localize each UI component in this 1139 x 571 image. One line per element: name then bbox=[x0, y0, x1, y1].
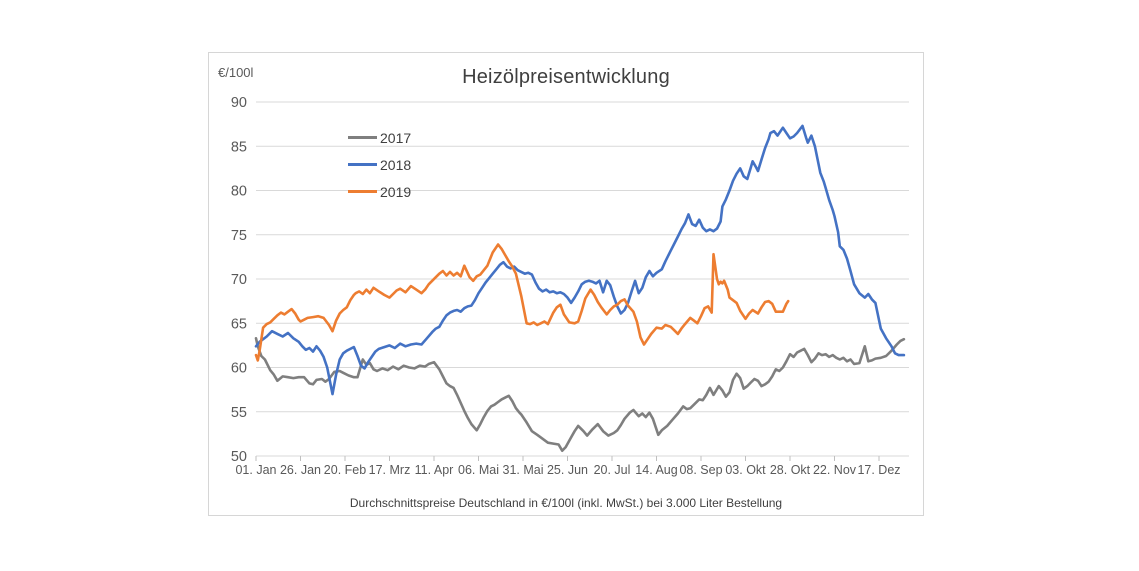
svg-text:50: 50 bbox=[231, 449, 247, 465]
svg-text:80: 80 bbox=[231, 184, 247, 200]
svg-text:08. Sep: 08. Sep bbox=[679, 463, 722, 477]
chart-panel: €/100l Heizölpreisentwicklung 50 55 60 65 70… bbox=[208, 52, 924, 516]
svg-text:60: 60 bbox=[231, 361, 247, 377]
svg-text:01. Jan: 01. Jan bbox=[235, 463, 276, 477]
legend-swatch-2018 bbox=[348, 163, 377, 166]
legend-swatch-2019 bbox=[348, 190, 377, 193]
svg-text:85: 85 bbox=[231, 139, 247, 155]
chart-title: Heizölpreisentwicklung bbox=[462, 66, 670, 88]
y-axis-unit-label: €/100l bbox=[218, 65, 254, 80]
legend: 2017 2018 2019 bbox=[348, 124, 411, 205]
chart-footnote: Durchschnittspreise Deutschland in €/100… bbox=[349, 496, 783, 510]
svg-text:17. Mrz: 17. Mrz bbox=[369, 463, 411, 477]
legend-item-2017: 2017 bbox=[348, 124, 411, 151]
svg-text:22. Nov: 22. Nov bbox=[813, 463, 857, 477]
svg-text:17. Dez: 17. Dez bbox=[857, 463, 900, 477]
legend-label-2019: 2019 bbox=[380, 183, 412, 200]
legend-item-2018: 2018 bbox=[348, 151, 411, 178]
svg-text:14. Aug: 14. Aug bbox=[635, 463, 677, 477]
svg-text:11. Apr: 11. Apr bbox=[415, 463, 454, 477]
svg-text:55: 55 bbox=[231, 405, 247, 421]
svg-text:28. Okt: 28. Okt bbox=[770, 463, 811, 477]
svg-text:65: 65 bbox=[231, 316, 247, 332]
svg-text:31. Mai: 31. Mai bbox=[503, 463, 544, 477]
svg-text:26. Jan: 26. Jan bbox=[280, 463, 321, 477]
svg-text:20. Feb: 20. Feb bbox=[324, 463, 366, 477]
legend-swatch-2017 bbox=[348, 136, 377, 139]
svg-text:03. Okt: 03. Okt bbox=[725, 463, 766, 477]
svg-text:70: 70 bbox=[231, 272, 247, 288]
legend-label-2017: 2017 bbox=[380, 129, 412, 146]
svg-text:06. Mai: 06. Mai bbox=[458, 463, 499, 477]
svg-text:20. Jul: 20. Jul bbox=[594, 463, 631, 477]
svg-text:75: 75 bbox=[231, 228, 247, 244]
legend-item-2019: 2019 bbox=[348, 178, 411, 205]
legend-label-2018: 2018 bbox=[380, 156, 412, 173]
svg-text:25. Jun: 25. Jun bbox=[547, 463, 588, 477]
svg-text:90: 90 bbox=[231, 95, 247, 111]
